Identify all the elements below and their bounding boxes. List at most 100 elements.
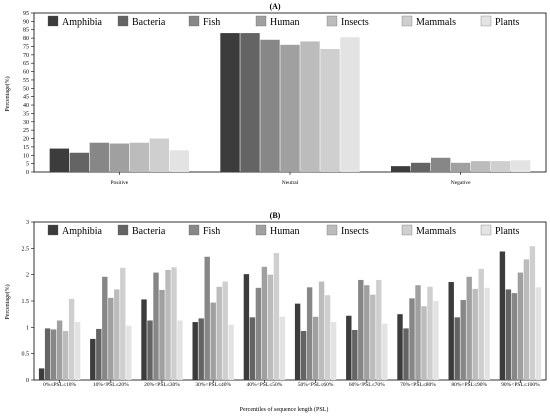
y-tick-label: 85 [23, 28, 29, 34]
bar [279, 316, 286, 380]
bar [364, 285, 370, 380]
legend-label: Human [270, 226, 299, 237]
bar [177, 320, 183, 380]
bar [324, 295, 331, 380]
y-tick-label: 40 [23, 103, 29, 109]
bar [511, 293, 518, 380]
bar [90, 338, 96, 380]
bar [415, 285, 421, 380]
legend-label: Amphibia [62, 226, 103, 237]
bar [470, 161, 491, 172]
legend-label: Plants [495, 17, 520, 28]
legend-label: Mammals [416, 226, 456, 237]
x-tick-label: 90%<PSL≤100% [501, 382, 540, 388]
y-tick-label: 0.5 [22, 352, 30, 358]
y-tick-label: 75 [23, 44, 29, 50]
legend-swatch [401, 15, 413, 27]
y-tick-label: 80 [23, 36, 29, 42]
y-tick-label: 25 [23, 128, 29, 134]
legend-swatch [117, 15, 129, 27]
bar [129, 142, 150, 172]
legend-label: Human [270, 17, 299, 28]
legend-label: Insects [341, 17, 369, 28]
panel-b-xlabel: Percentiles of sequence length (PSL) [240, 406, 329, 413]
bar [169, 150, 190, 172]
y-tick-label: 60 [23, 70, 29, 76]
y-tick-label: 2 [26, 273, 29, 279]
bar [478, 268, 484, 380]
bar [499, 251, 506, 380]
bar [153, 272, 159, 380]
bar [240, 33, 260, 172]
legend-label: Fish [203, 226, 220, 237]
bar [454, 317, 460, 380]
bar [460, 299, 466, 380]
bar [260, 39, 280, 172]
legend-label: Fish [203, 17, 220, 28]
bar [510, 160, 531, 172]
bar [222, 281, 228, 380]
bar [249, 317, 256, 380]
bar [370, 294, 376, 380]
bar [44, 328, 51, 380]
y-tick-label: 5 [26, 162, 29, 168]
bar [382, 323, 388, 380]
panel-b-label: (B) [270, 211, 281, 220]
bar [320, 48, 340, 173]
bar [171, 267, 177, 380]
bar [433, 301, 439, 380]
y-tick-label: 95 [23, 11, 29, 17]
x-tick-label: 70%<PSL≤80% [400, 382, 436, 388]
bar [294, 303, 301, 380]
bar [505, 289, 512, 380]
bar [255, 287, 262, 380]
panel-a-label: (A) [269, 2, 280, 11]
bar [228, 324, 234, 380]
bar [280, 44, 300, 172]
legend-label: Bacteria [132, 17, 166, 28]
bar [62, 331, 69, 380]
bar [56, 320, 63, 380]
legend-swatch [401, 224, 413, 236]
y-tick-label: 2.5 [22, 246, 30, 252]
bar [108, 297, 114, 380]
bar [300, 331, 307, 380]
x-tick-label: 0%≤PSL≤10% [43, 382, 76, 388]
bar [409, 298, 415, 380]
legend-label: Plants [495, 226, 520, 237]
bar [49, 148, 70, 172]
x-tick-label: 30%<PSL≤40% [195, 382, 231, 388]
bar [330, 322, 337, 380]
bar [261, 266, 268, 380]
bar [376, 279, 382, 380]
bar [192, 322, 198, 380]
legend-label: Mammals [416, 17, 456, 28]
bar [38, 368, 45, 380]
bar [306, 287, 313, 380]
x-tick-label: Neutral [282, 180, 299, 186]
bar [89, 142, 110, 172]
bar [529, 246, 536, 380]
legend-swatch [188, 15, 200, 27]
bar [318, 281, 325, 380]
legend-swatch [188, 224, 200, 236]
bar [114, 289, 120, 380]
x-tick-label: 50%<PSL≤60% [298, 382, 334, 388]
y-tick-label: 1.5 [22, 299, 30, 305]
legend-swatch [255, 224, 267, 236]
bar [427, 286, 433, 380]
bar [358, 279, 364, 380]
bar [352, 329, 358, 380]
bar [159, 289, 165, 380]
panel-a-ylabel: Percentage(%) [4, 76, 11, 111]
y-tick-label: 0 [26, 170, 29, 176]
bar [517, 272, 524, 380]
legend-swatch [480, 224, 492, 236]
legend-swatch [255, 15, 267, 27]
bar [472, 288, 478, 380]
y-tick-label: 45 [23, 95, 29, 101]
bar [102, 276, 108, 380]
bar [340, 37, 360, 173]
x-tick-label: Negative [451, 180, 471, 186]
